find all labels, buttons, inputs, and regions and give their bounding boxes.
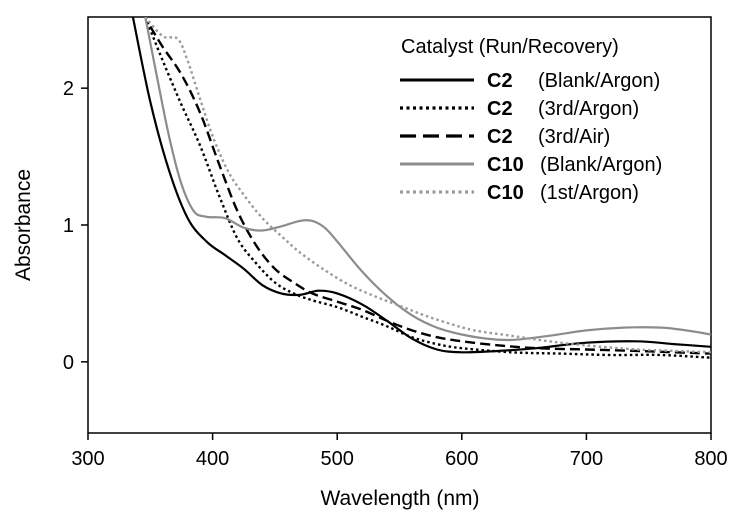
series-layer xyxy=(131,17,711,359)
legend-name-0: C2 xyxy=(487,70,513,92)
series-line-0 xyxy=(131,17,711,354)
series-line-1 xyxy=(144,17,711,359)
y-axis-label: Absorbance xyxy=(12,169,35,281)
axis-ticks: 300 400 500 600 700 800 0 1 2 xyxy=(63,78,728,470)
x-tick-label: 600 xyxy=(445,448,478,470)
legend-title: Catalyst (Run/Recovery) xyxy=(401,36,619,58)
x-tick-label: 700 xyxy=(570,448,603,470)
legend-entries: C2 (Blank/Argon) C2 (3rd/Argon) C2 (3rd/Air) C… xyxy=(400,70,662,204)
series-line-3 xyxy=(144,17,711,342)
legend-name-1: C2 xyxy=(487,98,513,120)
legend-name-2: C2 xyxy=(487,126,513,148)
y-tick-label: 2 xyxy=(63,78,74,100)
x-tick-label: 300 xyxy=(71,448,104,470)
x-tick-label: 800 xyxy=(694,448,727,470)
legend-detail-0: (Blank/Argon) xyxy=(538,70,660,92)
series-line-4 xyxy=(144,17,711,354)
legend-detail-4: (1st/Argon) xyxy=(540,182,639,204)
x-axis-label: Wavelength (nm) xyxy=(320,487,479,510)
legend-detail-3: (Blank/Argon) xyxy=(540,154,662,176)
legend-detail-2: (3rd/Air) xyxy=(538,126,610,148)
x-tick-label: 500 xyxy=(321,448,354,470)
legend-detail-1: (3rd/Argon) xyxy=(538,98,639,120)
y-tick-label: 1 xyxy=(63,215,74,237)
legend: Catalyst (Run/Recovery) C2 (Blank/Argon)C… xyxy=(400,36,662,204)
series-line-2 xyxy=(149,25,711,355)
y-tick-label: 0 xyxy=(63,352,74,374)
legend-name-4: C10 xyxy=(487,182,524,204)
x-tick-label: 400 xyxy=(196,448,229,470)
legend-name-3: C10 xyxy=(487,154,524,176)
